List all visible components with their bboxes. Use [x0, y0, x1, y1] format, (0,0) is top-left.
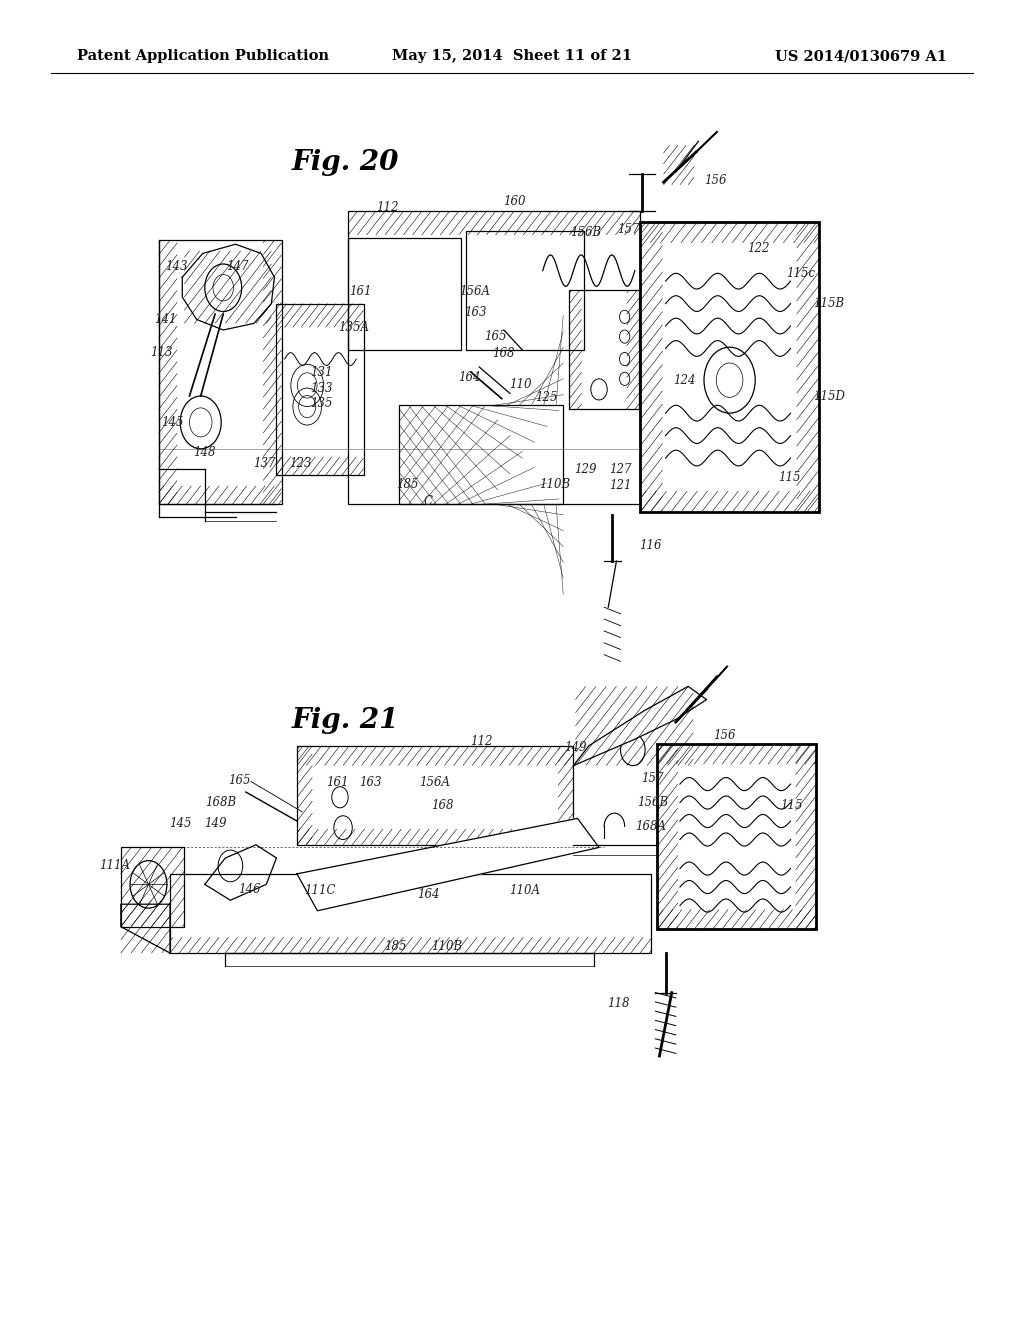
Text: 156: 156	[705, 174, 727, 187]
Text: 135A: 135A	[338, 321, 369, 334]
Text: 156B: 156B	[637, 796, 668, 809]
Bar	[348, 211, 640, 504]
Text: Patent Application Publication: Patent Application Publication	[77, 49, 329, 63]
Text: 122: 122	[748, 242, 770, 255]
Text: 161: 161	[327, 776, 349, 789]
Bar	[159, 240, 282, 504]
Text: 110B: 110B	[431, 940, 462, 953]
Bar	[170, 874, 651, 953]
Text: 148: 148	[194, 446, 216, 459]
Polygon shape	[573, 686, 707, 766]
Bar	[276, 304, 364, 475]
Text: 111A: 111A	[99, 859, 130, 873]
Text: 137: 137	[253, 457, 275, 470]
Text: Fig. 21: Fig. 21	[292, 708, 399, 734]
Text: 112: 112	[470, 735, 493, 748]
Text: 141: 141	[155, 313, 177, 326]
Text: 115D: 115D	[813, 389, 845, 403]
Text: 113: 113	[151, 346, 173, 359]
Text: 149: 149	[564, 741, 587, 754]
Text: 115B: 115B	[813, 297, 844, 310]
Text: 115c: 115c	[786, 267, 815, 280]
Text: 143: 143	[165, 260, 187, 273]
Text: 135: 135	[310, 397, 333, 411]
Text: 160: 160	[503, 195, 525, 209]
Text: 115: 115	[780, 799, 803, 812]
Text: 116: 116	[639, 539, 662, 552]
Text: 118: 118	[607, 997, 630, 1010]
Bar	[569, 290, 639, 409]
Text: 149: 149	[204, 817, 226, 830]
Text: 110B: 110B	[540, 478, 570, 491]
Text: 110: 110	[509, 378, 531, 391]
Text: 168B: 168B	[206, 796, 237, 809]
Text: Fig. 20: Fig. 20	[292, 149, 399, 176]
Text: 124: 124	[673, 374, 695, 387]
Text: US 2014/0130679 A1: US 2014/0130679 A1	[775, 49, 947, 63]
Text: 185: 185	[396, 478, 419, 491]
Text: 110A: 110A	[509, 884, 540, 898]
Bar	[121, 847, 184, 927]
Text: 164: 164	[458, 371, 480, 384]
Text: 164: 164	[417, 888, 439, 902]
Text: 168: 168	[493, 347, 515, 360]
Text: 145: 145	[169, 817, 191, 830]
Text: 125: 125	[536, 391, 558, 404]
Bar	[657, 744, 816, 929]
Text: 156A: 156A	[419, 776, 450, 789]
Text: 165: 165	[484, 330, 507, 343]
Text: 163: 163	[359, 776, 382, 789]
Bar	[640, 222, 819, 512]
Bar	[297, 746, 573, 845]
Text: 156A: 156A	[460, 285, 490, 298]
Text: 185: 185	[384, 940, 407, 953]
Text: 165: 165	[228, 774, 251, 787]
Text: 146: 146	[239, 883, 261, 896]
Text: 112: 112	[376, 201, 398, 214]
Text: 157: 157	[617, 223, 640, 236]
Bar	[399, 405, 563, 504]
Bar	[348, 238, 461, 350]
Bar	[466, 231, 584, 350]
Text: 129: 129	[574, 463, 597, 477]
Text: 145: 145	[161, 416, 183, 429]
Polygon shape	[297, 818, 599, 911]
Text: 131: 131	[310, 366, 333, 379]
Text: 168: 168	[431, 799, 454, 812]
Text: May 15, 2014  Sheet 11 of 21: May 15, 2014 Sheet 11 of 21	[392, 49, 632, 63]
Text: 111C: 111C	[304, 884, 335, 898]
Text: 123: 123	[289, 457, 311, 470]
Text: 121: 121	[609, 479, 632, 492]
Text: 156B: 156B	[570, 226, 601, 239]
Text: 133: 133	[310, 381, 333, 395]
Text: 127: 127	[609, 463, 632, 477]
Text: 168A: 168A	[635, 820, 666, 833]
Text: 156: 156	[713, 729, 735, 742]
Text: 147: 147	[226, 260, 249, 273]
Text: 157: 157	[641, 772, 664, 785]
Text: C: C	[424, 495, 432, 508]
Text: 163: 163	[464, 306, 486, 319]
Text: 115: 115	[778, 471, 801, 484]
Text: 161: 161	[349, 285, 372, 298]
